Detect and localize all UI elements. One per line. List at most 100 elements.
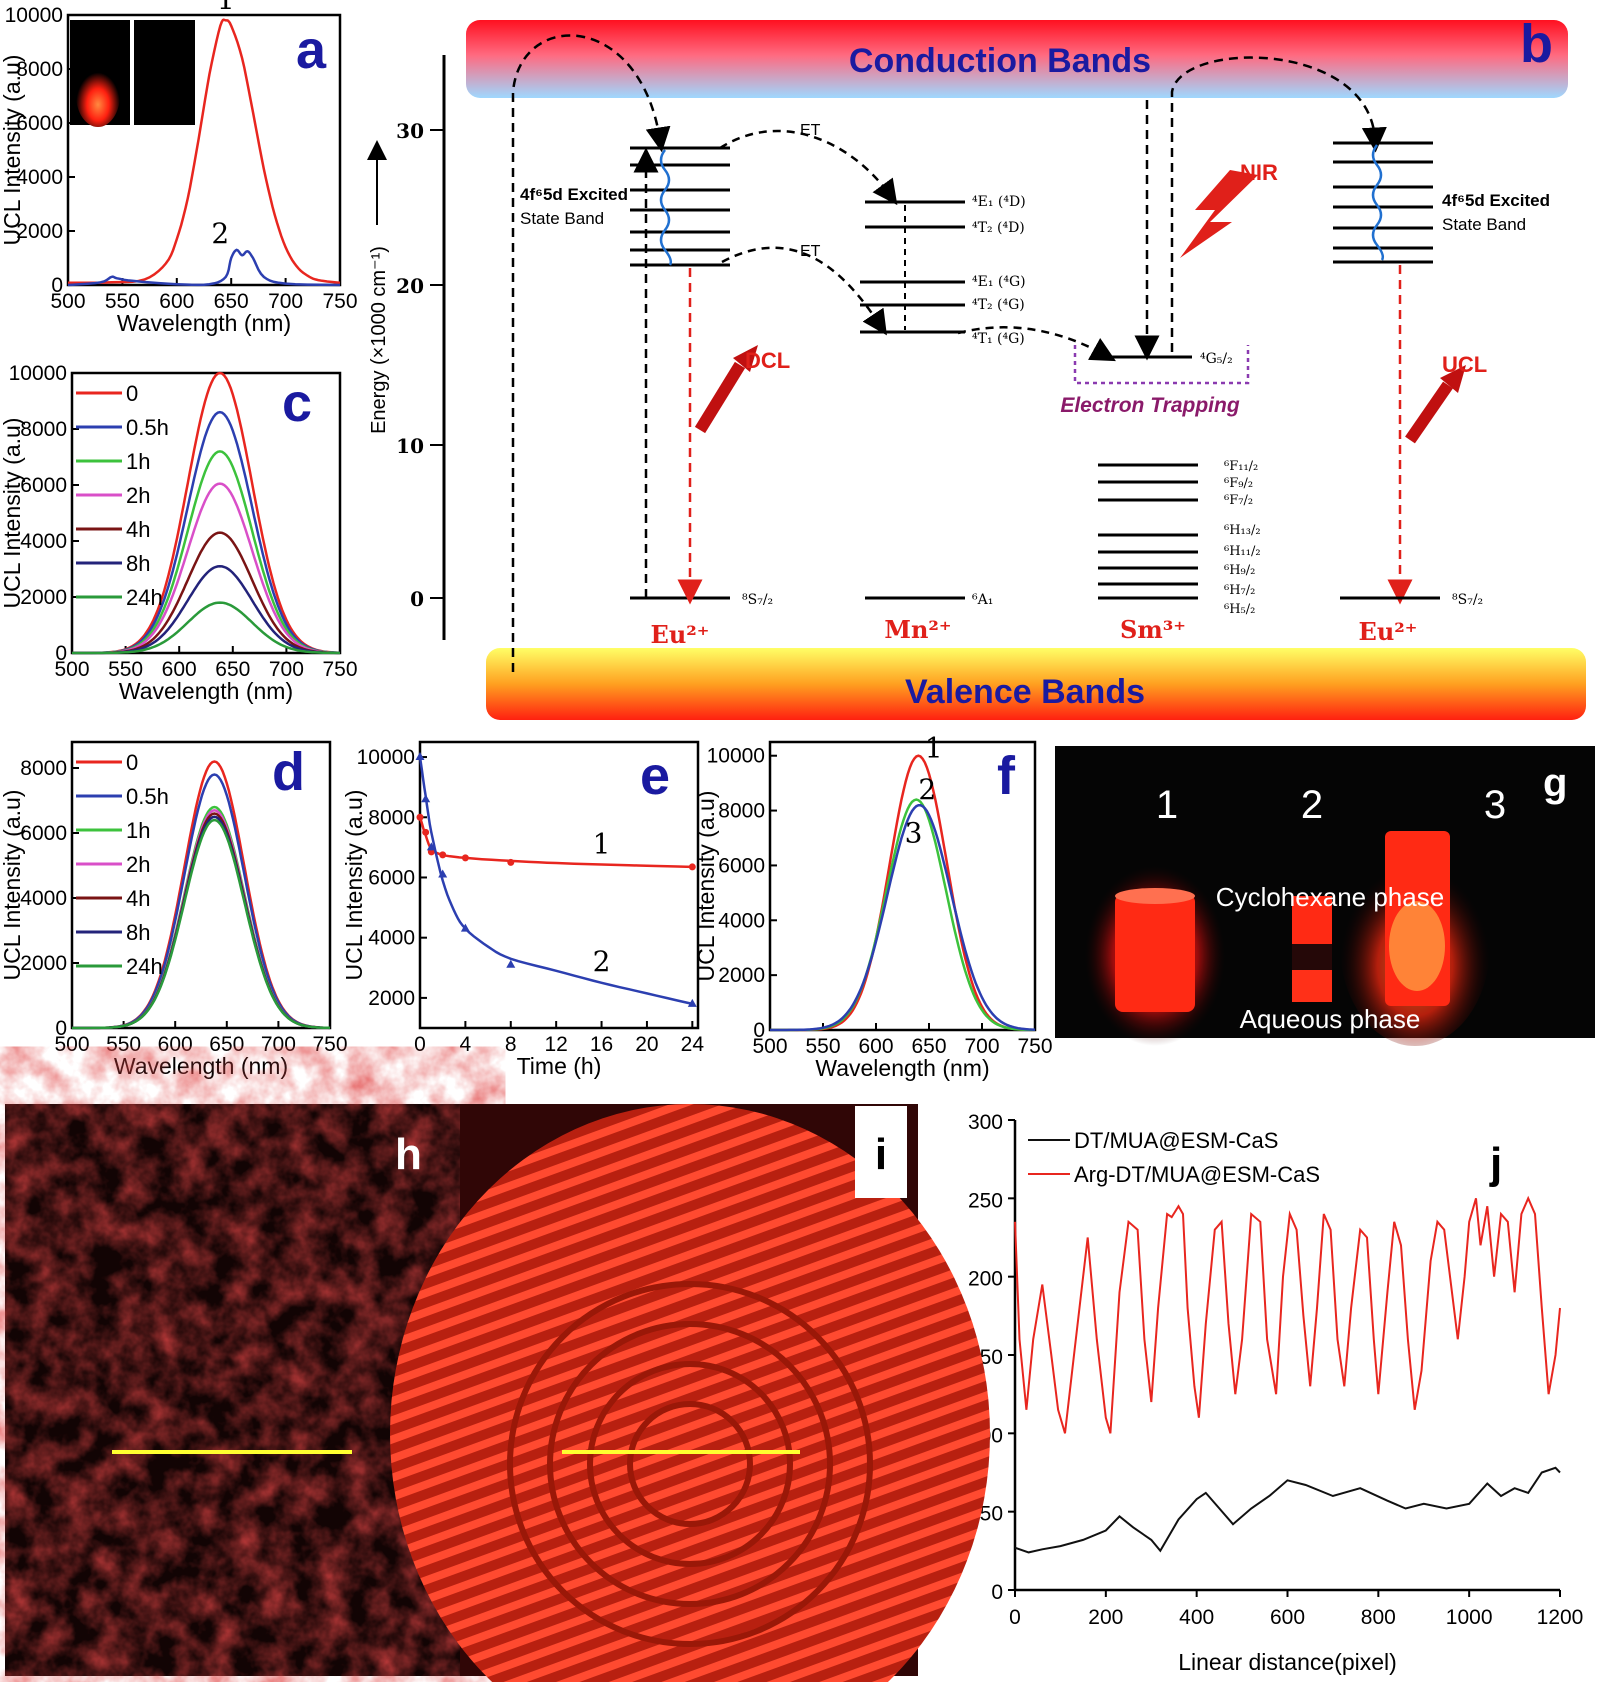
sm-levels <box>1098 463 1198 600</box>
panel-label-b: b <box>1520 14 1553 74</box>
excited-label-2b: State Band <box>1442 215 1526 234</box>
x-tick-label-750: 750 <box>322 290 357 313</box>
y-tick-label-200: 200 <box>968 1268 1003 1291</box>
x-tick-label-700: 700 <box>964 1035 999 1058</box>
x-tick-label-550: 550 <box>805 1035 840 1058</box>
y-tick-label-50: 50 <box>980 1503 1003 1526</box>
x-tick-label-500: 500 <box>54 1033 89 1056</box>
series-d-24h <box>72 818 331 1030</box>
nir-bolt <box>1180 170 1258 258</box>
x-tick-label-700: 700 <box>268 290 303 313</box>
x-axis-label-f: Wavelength (nm) <box>815 1055 989 1081</box>
legend-label-j-1: Arg-DT/MUA@ESM-CaS <box>1074 1162 1320 1187</box>
panel-label-f: f <box>997 746 1016 806</box>
x-tick-label-650: 650 <box>911 1035 946 1058</box>
x-tick-label-650: 650 <box>214 290 249 313</box>
inset-photos-a <box>70 20 195 127</box>
y-tick-label-2000: 2000 <box>718 964 765 987</box>
plot-frame-c <box>70 371 342 655</box>
et-label-1: ET <box>800 122 821 139</box>
x-tick-label-500: 500 <box>50 290 85 313</box>
sm-level-2: ⁶F₇/₂ <box>1224 493 1253 508</box>
sm-level-3: ⁶H₁₃/₂ <box>1224 523 1261 538</box>
valence-band-label: Valence Bands <box>905 673 1145 711</box>
y-tick-label-0: 0 <box>55 1017 67 1040</box>
y-tick-label-4000: 4000 <box>718 909 765 932</box>
x-tick-label-550: 550 <box>105 290 140 313</box>
ion-eu-2: Eu²⁺ <box>1359 617 1418 646</box>
mn-level-0: ⁴E₁ (⁴D) <box>972 194 1026 210</box>
x-tick-label-12: 12 <box>544 1033 567 1056</box>
excited-label-2a: 4f⁶5d Excited <box>1442 191 1550 210</box>
x-tick-label-550: 550 <box>106 1033 141 1056</box>
x-tick-label-550: 550 <box>108 658 143 681</box>
sm-level-4: ⁶H₁₁/₂ <box>1224 544 1261 559</box>
x-tick-label-500: 500 <box>54 658 89 681</box>
x-tick-label-600: 600 <box>159 290 194 313</box>
eu-ground-label-2: ⁸S₇/₂ <box>1452 592 1483 608</box>
ion-eu-1: Eu²⁺ <box>651 620 710 649</box>
panel-label-i: i <box>875 1130 887 1179</box>
eu-excited-band-2 <box>1333 141 1433 264</box>
legend-label-d-2: 1h <box>126 818 150 843</box>
chart-a: 500 550 600 650 700 750 0 2000 4000 6000 8000 10000… <box>0 0 358 336</box>
chart-c: 500 550 600 650 700 750 0 2000 4000 6000 8000 10000… <box>0 362 358 704</box>
panel-label-h: h <box>395 1130 422 1179</box>
curve-label-f2: 2 <box>918 773 936 806</box>
eu-ground-label-1: ⁸S₇/₂ <box>742 592 773 608</box>
sm-level-0: ⁶F₁₁/₂ <box>1224 459 1258 474</box>
photo-i: i <box>390 1104 990 1682</box>
chart-d: 500 550 600 650 700 750 0 2000 4000 6000 8000 Wavel… <box>0 740 348 1079</box>
x-tick-label-700: 700 <box>269 658 304 681</box>
x-tick-label-400: 400 <box>1179 1606 1214 1629</box>
y-axis-label-d: UCL Intensity (a.u) <box>0 790 25 981</box>
panel-label-a: a <box>296 20 327 80</box>
ion-sm: Sm³⁺ <box>1120 615 1186 644</box>
x-tick-label-4: 4 <box>460 1033 472 1056</box>
vial-label-1: 1 <box>1156 783 1178 827</box>
y-tick-label-2000: 2000 <box>20 586 67 609</box>
energy-tick-0: 0 <box>410 587 424 611</box>
plot-frame-f <box>768 740 1037 1032</box>
legend-label-c-5: 8h <box>126 551 150 576</box>
curve-label-e2: 2 <box>593 945 611 978</box>
x-tick-label-800: 800 <box>1361 1606 1396 1629</box>
y-tick-label-2000: 2000 <box>16 220 63 243</box>
series-c-24h <box>72 601 341 655</box>
y-tick-label-6000: 6000 <box>20 474 67 497</box>
legend-label-c-1: 0.5h <box>126 415 169 440</box>
et-label-2: ET <box>800 243 821 260</box>
y-tick-label-8000: 8000 <box>718 800 765 823</box>
x-tick-label-0: 0 <box>1009 1606 1021 1629</box>
x-tick-label-8: 8 <box>505 1033 517 1056</box>
x-tick-label-650: 650 <box>215 658 250 681</box>
energy-tick-30: 30 <box>396 119 424 143</box>
curve-label-a2: 2 <box>211 217 229 250</box>
legend-label-d-6: 24h <box>126 954 163 979</box>
legend-label-d-1: 0.5h <box>126 784 169 809</box>
legend-label-c-6: 24h <box>126 585 163 610</box>
conduction-band <box>466 20 1568 98</box>
x-tick-label-650: 650 <box>209 1033 244 1056</box>
electron-trapping-label: Electron Trapping <box>1060 394 1239 417</box>
mn-level-3: ⁴T₂ (⁴G) <box>972 297 1025 313</box>
marker-e-2-4 <box>460 923 470 932</box>
vial-label-2: 2 <box>1301 783 1323 827</box>
marker-e-1-5 <box>507 858 515 866</box>
legend-label-d-3: 2h <box>126 852 150 877</box>
panel-label-d: d <box>272 742 305 802</box>
y-axis-label-a: UCL Intensity (a.u) <box>0 55 25 246</box>
y-tick-label-6000: 6000 <box>20 822 67 845</box>
nir-label: NIR <box>1240 160 1278 185</box>
x-tick-label-600: 600 <box>858 1035 893 1058</box>
panel-label-g: g <box>1543 761 1567 805</box>
x-tick-label-20: 20 <box>635 1033 658 1056</box>
y-tick-label-6000: 6000 <box>718 854 765 877</box>
x-axis-label-c: Wavelength (nm) <box>119 678 293 704</box>
y-tick-label-4000: 4000 <box>16 166 63 189</box>
marker-e-1-6 <box>688 863 696 871</box>
series-j-1 <box>1014 1195 1561 1434</box>
marker-e-2-3 <box>438 869 448 878</box>
